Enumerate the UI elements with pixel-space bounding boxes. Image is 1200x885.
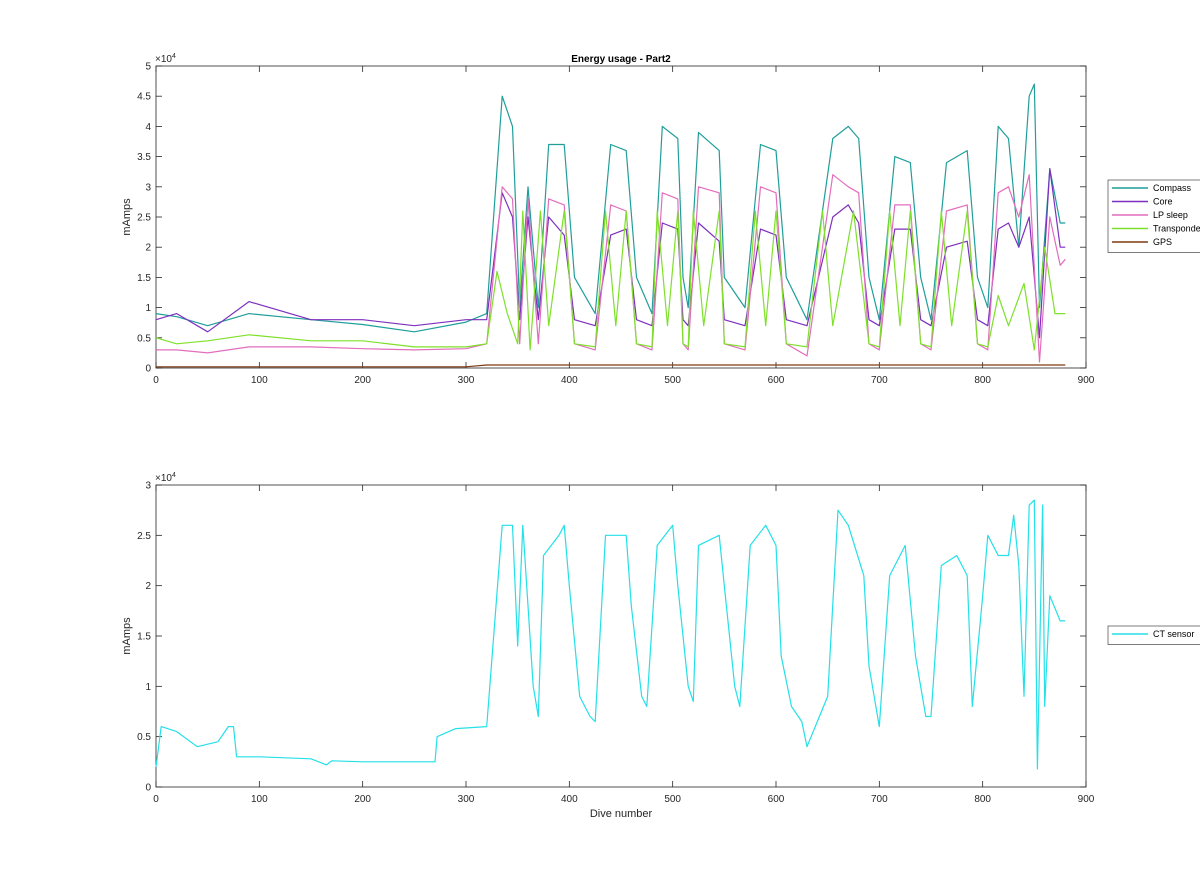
x-tick-label: 700 (871, 794, 888, 805)
x-axis-label-bottom: Dive number (590, 808, 653, 820)
series-line-ct-sensor (155, 499, 1066, 770)
y-tick-label: 2.5 (137, 213, 151, 224)
plot-area-bottom (155, 484, 1087, 788)
y-tick-label: 1.5 (137, 273, 151, 284)
ticks-top: 0 100 200 300 400 500 600 700 800 900 0 0.5 1 1.5 2 2.5… (137, 62, 1095, 387)
y-tick-label: 1 (145, 682, 151, 693)
legend-top: Compass Core LP sleep Transponder GPS (1107, 179, 1200, 253)
x-tick-label: 200 (354, 794, 371, 805)
y-tick-label: 0 (145, 783, 151, 794)
x-tick-label: 0 (153, 375, 159, 386)
energy-usage-chart: Energy usage - Part2 mAmps ×104 0 100 200 3… (121, 53, 1200, 386)
y-tick-label: 4 (145, 122, 151, 133)
y-exponent-bottom: ×104 (155, 472, 176, 484)
legend-bottom: CT sensor (1107, 625, 1200, 645)
legend-label: Transponder (1153, 224, 1200, 234)
legend-box (1107, 179, 1200, 253)
x-tick-label: 600 (768, 794, 785, 805)
y-tick-label: 0.5 (137, 333, 151, 344)
y-tick-label: 4.5 (137, 92, 151, 103)
x-tick-label: 0 (153, 794, 159, 805)
series-lines-top (155, 83, 1066, 368)
x-tick-label: 100 (251, 375, 268, 386)
y-axis-label-top: mAmps (121, 198, 133, 236)
y-tick-label: 3 (145, 481, 151, 492)
y-tick-label: 1.5 (137, 632, 151, 643)
x-tick-label: 100 (251, 794, 268, 805)
y-tick-label: 5 (145, 62, 151, 73)
series-lines-bottom (155, 499, 1066, 770)
y-tick-label: 2 (145, 581, 151, 592)
y-exponent-top: ×104 (155, 53, 176, 65)
ct-sensor-chart: Dive number mAmps ×104 0 100 200 300 400 500 6… (121, 472, 1200, 820)
x-tick-label: 900 (1078, 375, 1095, 386)
x-tick-label: 500 (664, 375, 681, 386)
chart-title-top: Energy usage - Part2 (571, 54, 671, 65)
y-tick-label: 3.5 (137, 152, 151, 163)
legend-label: Core (1153, 197, 1173, 207)
x-tick-label: 300 (458, 375, 475, 386)
x-tick-label: 200 (354, 375, 371, 386)
plot-area-top (155, 65, 1087, 369)
series-line-transponder (155, 210, 1066, 351)
x-tick-label: 800 (974, 794, 991, 805)
y-tick-label: 0 (145, 364, 151, 375)
legend-label: Compass (1153, 183, 1192, 193)
series-line-gps (156, 364, 1066, 368)
y-tick-label: 0.5 (137, 732, 151, 743)
legend-label: GPS (1153, 237, 1172, 247)
legend-label: LP sleep (1153, 210, 1188, 220)
x-tick-label: 600 (768, 375, 785, 386)
x-tick-label: 800 (974, 375, 991, 386)
y-tick-label: 1 (145, 303, 151, 314)
series-line-compass (155, 83, 1066, 333)
x-tick-label: 300 (458, 794, 475, 805)
x-tick-label: 400 (561, 794, 578, 805)
y-tick-label: 3 (145, 182, 151, 193)
x-tick-label: 500 (664, 794, 681, 805)
legend-box (1107, 625, 1200, 645)
ticks-bottom: 0 100 200 300 400 500 600 700 800 900 0 0.5 1 1.5 2 2.5… (137, 481, 1095, 806)
x-tick-label: 700 (871, 375, 888, 386)
x-tick-label: 400 (561, 375, 578, 386)
y-tick-label: 2.5 (137, 531, 151, 542)
y-axis-label-bottom: mAmps (121, 617, 133, 655)
legend-label: CT sensor (1153, 629, 1194, 639)
x-tick-label: 900 (1078, 794, 1095, 805)
y-tick-label: 2 (145, 243, 151, 254)
